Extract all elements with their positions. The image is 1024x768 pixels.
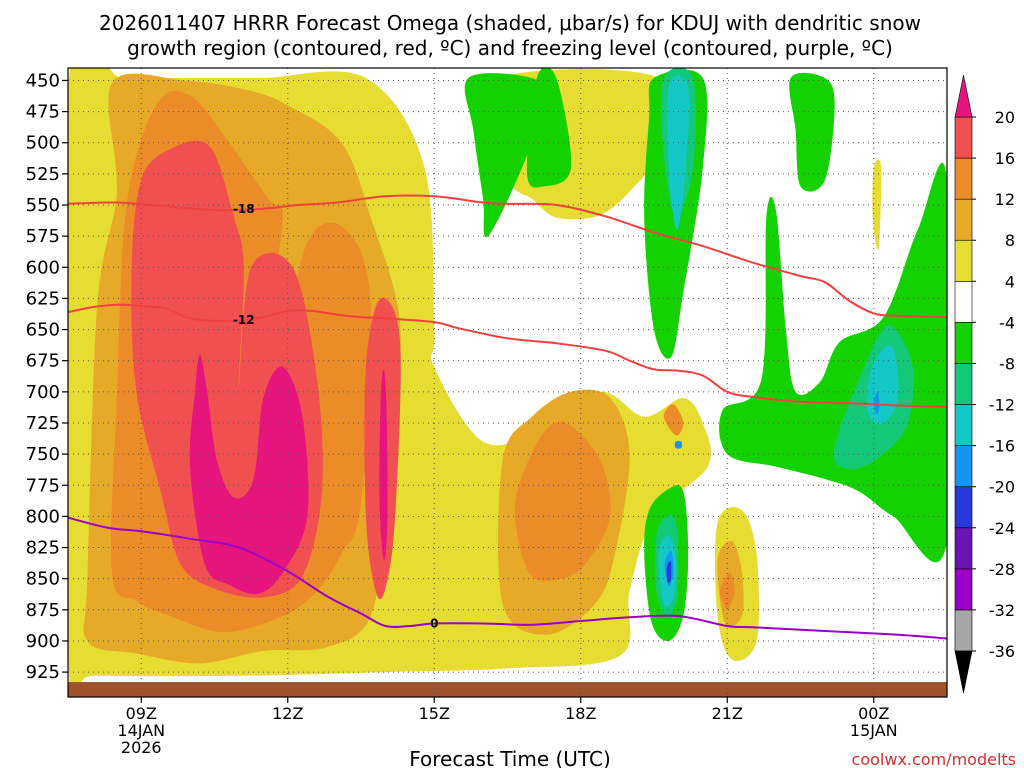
contour-dgz-upper (68, 194, 947, 319)
omega-region-pos-20-strip (379, 369, 388, 561)
y-tick-label-625: 625 (26, 288, 60, 309)
x-tick-year-09Z: 2026 (121, 738, 162, 757)
y-tick-label-675: 675 (26, 351, 60, 372)
y-axis: 450 475 500 525 550 575 600 625 650 675 700 725 750 7… (26, 70, 68, 683)
colorbar-label--16: -16 (989, 437, 1015, 456)
colorbar-segment--28 (954, 527, 973, 570)
y-tick-label-475: 475 (26, 102, 60, 123)
ground-layer (68, 682, 947, 697)
chart-title-line-1: 2026011407 HRRR Forecast Omega (shaded, … (99, 11, 921, 35)
y-tick-label-650: 650 (26, 320, 60, 341)
colorbar-label-4: 4 (1005, 272, 1015, 291)
colorbar-label--12: -12 (989, 396, 1015, 415)
omega-region-pos-20 (189, 354, 309, 595)
temperature-contours: -18 -12 0 (68, 194, 947, 640)
colorbar-segment-16 (954, 116, 973, 159)
colorbar-label--24: -24 (989, 519, 1015, 538)
omega-region-pos-12-mid (514, 421, 611, 581)
x-tick-label-09Z: 09Z (126, 704, 157, 723)
colorbar: -36 -32 -28 -24 -20 -16 -12 -8 -4 4 8 12 16 20 (954, 74, 1015, 694)
colorbar-segment-12 (954, 157, 973, 200)
omega-region-neg-4-a (464, 73, 541, 238)
x-axis-label: Forecast Time (UTC) (409, 747, 611, 768)
omega-region-pos-12-small (663, 404, 684, 436)
x-tick-date-00Z: 15JAN (850, 721, 898, 740)
colorbar-label--28: -28 (989, 560, 1015, 579)
x-tick-label-18Z: 18Z (565, 704, 596, 723)
colorbar-label--36: -36 (989, 642, 1015, 661)
colorbar-segment-8 (954, 198, 973, 241)
y-tick-label-700: 700 (26, 382, 60, 403)
colorbar-segment--16 (954, 404, 973, 446)
y-tick-label-550: 550 (26, 195, 60, 216)
y-tick-label-575: 575 (26, 226, 60, 247)
y-tick-label-500: 500 (26, 133, 60, 154)
omega-region-neg-16-b (873, 391, 880, 415)
omega-region-neg-4-d (789, 72, 835, 192)
omega-shading (68, 68, 947, 697)
colorbar-label--4: -4 (999, 313, 1015, 332)
y-tick-label-450: 450 (26, 70, 60, 91)
y-tick-label-600: 600 (26, 257, 60, 278)
x-tick-label-15Z: 15Z (419, 704, 450, 723)
y-tick-label-725: 725 (26, 413, 60, 434)
omega-region-pos-4-blip (872, 159, 882, 251)
omega-region-pos-12-low (719, 572, 735, 610)
y-tick-label-800: 800 (26, 506, 60, 527)
contour-label-freezing-level: 0 (430, 617, 438, 631)
colorbar-segment--12 (954, 363, 973, 405)
colorbar-label-16: 16 (995, 149, 1015, 168)
y-tick-label-850: 850 (26, 569, 60, 590)
omega-region-neg-20-c (666, 560, 672, 584)
colorbar-segment-4 (954, 239, 973, 282)
x-tick-label-12Z: 12Z (272, 704, 303, 723)
credit-text: coolwx.com/modelts (852, 750, 1016, 768)
omega-region-neg-4-e (719, 162, 947, 563)
x-tick-label-00Z: 00Z (858, 704, 889, 723)
colorbar-arrow-below (954, 650, 973, 694)
colorbar-label-12: 12 (995, 190, 1015, 209)
colorbar-segment--24 (954, 486, 973, 529)
colorbar-segment--32 (954, 568, 973, 611)
colorbar-segment--36 (954, 609, 973, 652)
chart-title-line-2: growth region (contoured, red, ºC) and f… (127, 36, 893, 60)
colorbar-segment--20 (954, 445, 973, 487)
colorbar-label--8: -8 (999, 354, 1015, 373)
x-tick-date-09Z: 14JAN (117, 721, 165, 740)
y-tick-label-925: 925 (26, 662, 60, 683)
contour-dgz-lower (68, 303, 947, 408)
colorbar-label-20: 20 (995, 108, 1015, 127)
y-tick-label-875: 875 (26, 600, 60, 621)
omega-region-neg-16-a (674, 440, 683, 449)
contour-freezing-level (68, 516, 947, 640)
colorbar-segment--4 (954, 281, 973, 323)
colorbar-label--20: -20 (989, 478, 1015, 497)
plot-frame (67, 67, 948, 698)
plot-area: -18 -12 0 (68, 68, 947, 697)
colorbar-arrow-above (954, 74, 973, 118)
y-tick-label-525: 525 (26, 164, 60, 185)
y-tick-label-775: 775 (26, 475, 60, 496)
y-tick-label-825: 825 (26, 538, 60, 559)
omega-region-neg-4-b (526, 68, 572, 188)
colorbar-segment--8 (954, 322, 973, 364)
ground-strip (68, 682, 947, 697)
x-tick-label-21Z: 21Z (712, 704, 743, 723)
contour-label-dgz-upper: -18 (233, 202, 255, 216)
contour-label-dgz-lower: -12 (233, 313, 255, 327)
colorbar-label--32: -32 (989, 601, 1015, 620)
y-tick-label-750: 750 (26, 444, 60, 465)
colorbar-label-8: 8 (1005, 231, 1015, 250)
y-tick-label-900: 900 (26, 631, 60, 652)
omega-region-neg-12-a (667, 75, 690, 231)
